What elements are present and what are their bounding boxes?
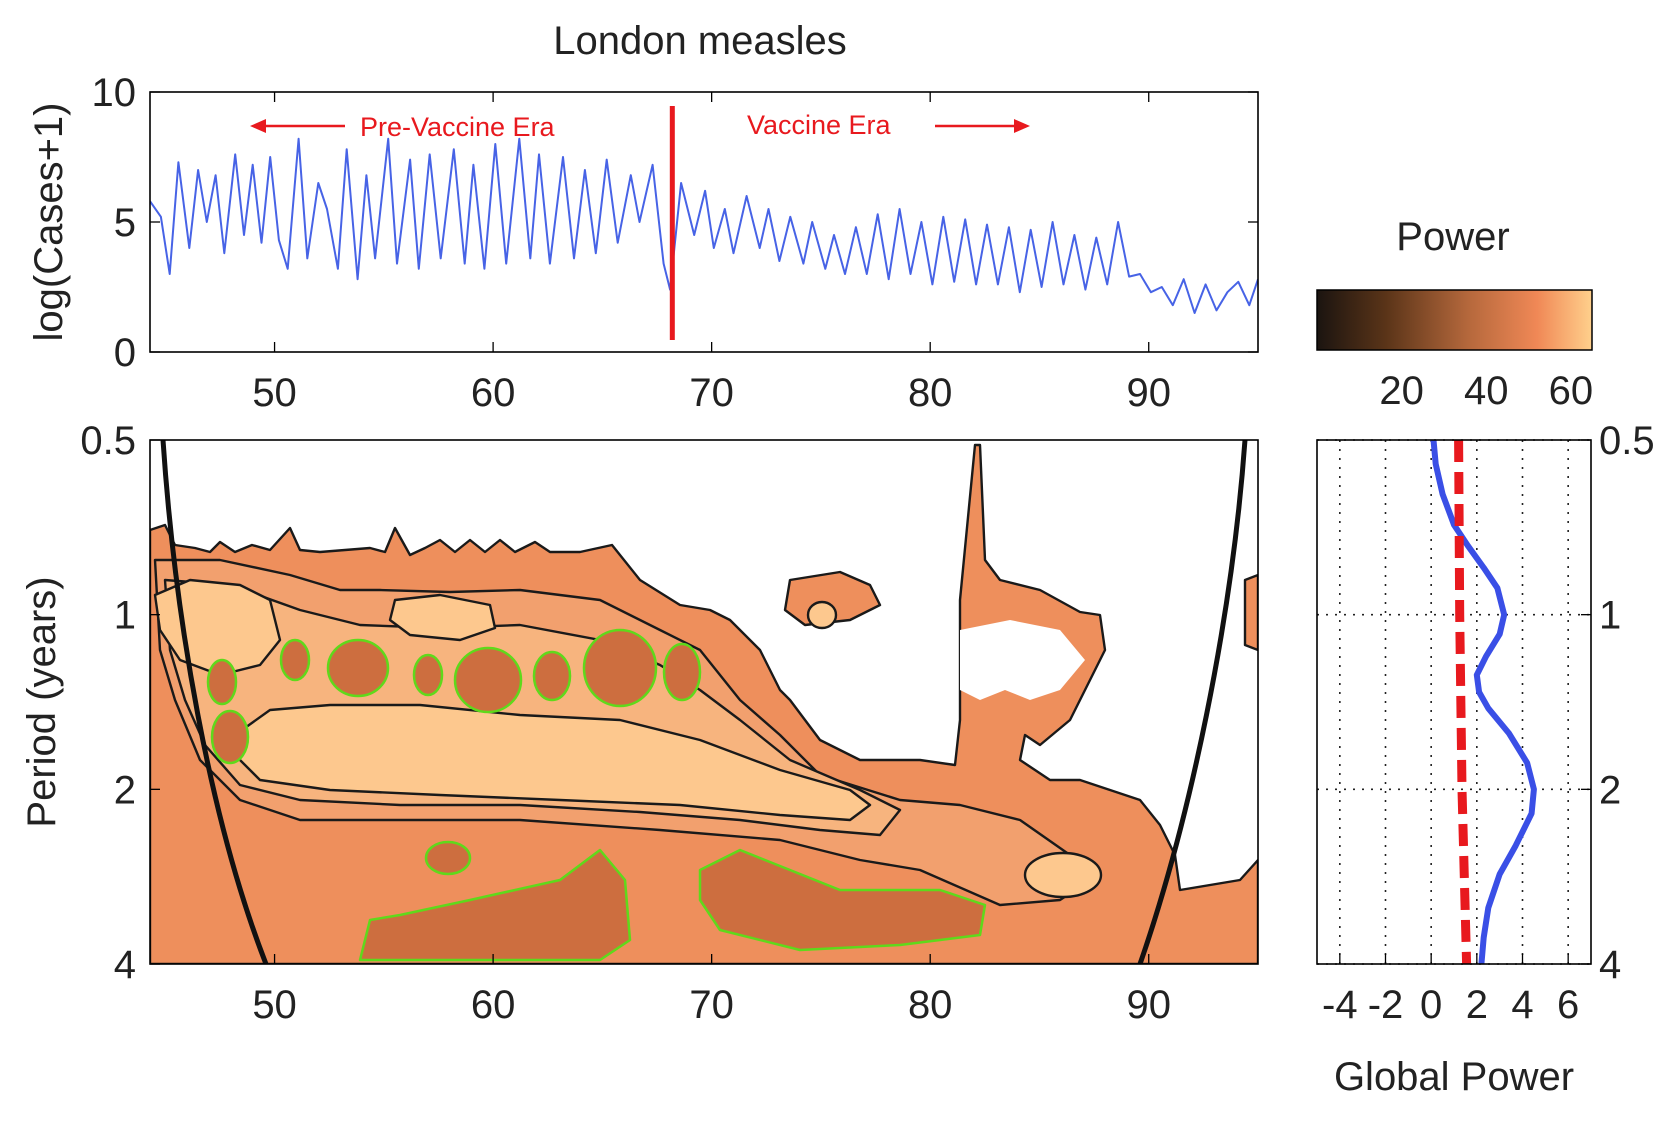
global-power-xtick-label: 2 (1466, 983, 1488, 1027)
global-power-axes-frame (1316, 439, 1592, 965)
colorbar-title: Power (1396, 215, 1509, 259)
global-power-ytick-label: 0.5 (1599, 419, 1655, 463)
wavelet-xtick-label: 50 (252, 983, 297, 1027)
cases-series-line (150, 137, 1258, 314)
global-power-xtick-label: 4 (1511, 983, 1533, 1027)
vaccine-annotation: Vaccine Era (747, 110, 1030, 140)
contour-low-edge (1243, 573, 1258, 652)
pre-vaccine-label: Pre-Vaccine Era (360, 112, 556, 142)
colorbar-tick-label: 20 (1379, 369, 1424, 413)
colorbar (1316, 289, 1593, 351)
wavelet-ytick-label: 4 (114, 943, 136, 987)
wavelet-ylabel: Period (years) (20, 576, 64, 827)
contour-peak-small (806, 600, 838, 630)
power-contours (150, 440, 1258, 964)
timeseries-xtick-label: 80 (908, 371, 953, 415)
colorbar-tick-label: 60 (1549, 369, 1594, 413)
wavelet-xtick-label: 60 (471, 983, 516, 1027)
timeseries-ylabel: log(Cases+1) (27, 102, 71, 341)
timeseries-xtick-label: 70 (689, 371, 734, 415)
global-power-xtick-label: -2 (1368, 983, 1404, 1027)
contour-peak-right (1023, 851, 1103, 899)
vaccine-label: Vaccine Era (747, 110, 892, 140)
wavelet-xtick-label: 80 (908, 983, 953, 1027)
wavelet-xtick-label: 90 (1126, 983, 1171, 1027)
global-power-ytick-label: 2 (1599, 768, 1621, 812)
pre-vaccine-annotation: Pre-Vaccine Era (250, 112, 556, 142)
global-power-ytick-label: 1 (1599, 594, 1621, 638)
timeseries-xtick-label: 50 (252, 371, 297, 415)
colorbar-ticks: 20 40 60 (1379, 369, 1593, 413)
wavelet-ytick-label: 0.5 (80, 419, 136, 463)
wavelet-xtick-label: 70 (689, 983, 734, 1027)
global-power-xtick-label: -4 (1322, 983, 1358, 1027)
wavelet-ticks: 50 60 70 80 90 0.5 1 2 4 (80, 419, 1171, 1027)
timeseries-ytick-label: 5 (114, 201, 136, 245)
global-power-xtick-label: 6 (1557, 983, 1579, 1027)
timeseries-ytick-label: 0 (114, 331, 136, 375)
contour-gap-right (960, 620, 1085, 700)
timeseries-ytick-label: 10 (92, 71, 137, 115)
wavelet-ytick-label: 2 (114, 768, 136, 812)
wavelet-power-map (150, 440, 1258, 964)
global-power-xlabel: Global Power (1334, 1055, 1574, 1099)
timeseries-axes-frame (149, 91, 1259, 353)
timeseries-xtick-label: 90 (1126, 371, 1171, 415)
contour-peak-annual-2 (388, 593, 497, 642)
global-power-spectrum-line (1430, 440, 1537, 964)
global-power-xtick-label: 0 (1420, 983, 1442, 1027)
contour-peak-biennial (233, 703, 872, 822)
global-power-ytick-label: 4 (1599, 943, 1621, 987)
timeseries-ticks: 50 60 70 80 90 0 5 10 (92, 71, 1258, 415)
timeseries-xtick-label: 60 (471, 371, 516, 415)
cone-of-influence-right (1137, 440, 1248, 964)
contour-islands (206, 628, 987, 962)
colorbar-tick-label: 40 (1464, 369, 1509, 413)
significance-level-line (1454, 440, 1472, 964)
cone-of-influence-left (160, 440, 269, 964)
wavelet-axes-frame (149, 439, 1259, 965)
wavelet-ytick-label: 1 (114, 594, 136, 638)
chart-title: London measles (553, 19, 847, 63)
